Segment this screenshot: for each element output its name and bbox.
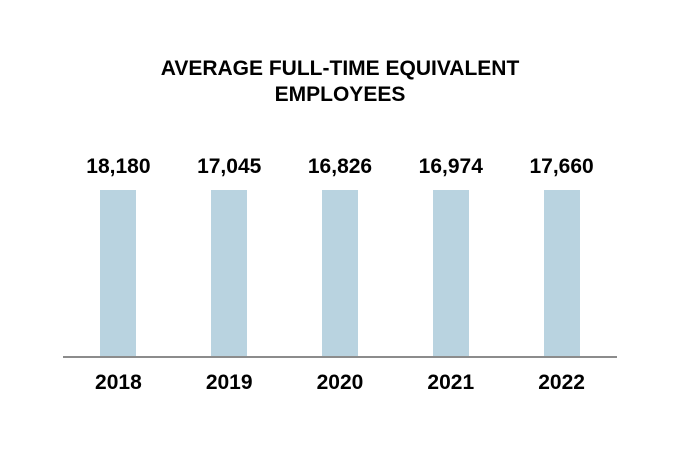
bar-value-label: 17,045	[197, 155, 262, 178]
x-tick-label-2021: 2021	[427, 371, 475, 394]
chart-title: AVERAGE FULL-TIME EQUIVALENT EMPLOYEES	[160, 57, 520, 106]
bar-value-label: 16,826	[307, 155, 373, 178]
bar-column-2018: 18,180	[63, 155, 174, 357]
x-axis-labels: 2018 2019 2020 2021 2022	[63, 371, 617, 395]
bar-value-label: 18,180	[86, 155, 151, 178]
x-tick-label-2018: 2018	[95, 371, 142, 394]
bar-column-2022: 17,660	[506, 155, 617, 357]
bar-2021	[432, 190, 469, 357]
bar-2020	[321, 190, 358, 357]
x-tick-label-2020: 2020	[316, 371, 364, 394]
bar-2022	[543, 190, 580, 357]
plot-area: 18,180 17,045 16,826 16,974 17,660	[63, 155, 617, 357]
bar-2019	[211, 190, 248, 357]
bar-2018	[100, 190, 137, 357]
x-tick-label-2019: 2019	[205, 371, 253, 394]
bar-column-2020: 16,826	[285, 155, 396, 357]
x-tick-label-2022: 2022	[538, 371, 585, 394]
x-axis-line	[63, 356, 617, 358]
bar-column-2021: 16,974	[395, 155, 506, 357]
bar-column-2019: 17,045	[174, 155, 285, 357]
bar-value-label: 16,974	[418, 155, 483, 178]
bar-value-label: 17,660	[529, 155, 594, 178]
